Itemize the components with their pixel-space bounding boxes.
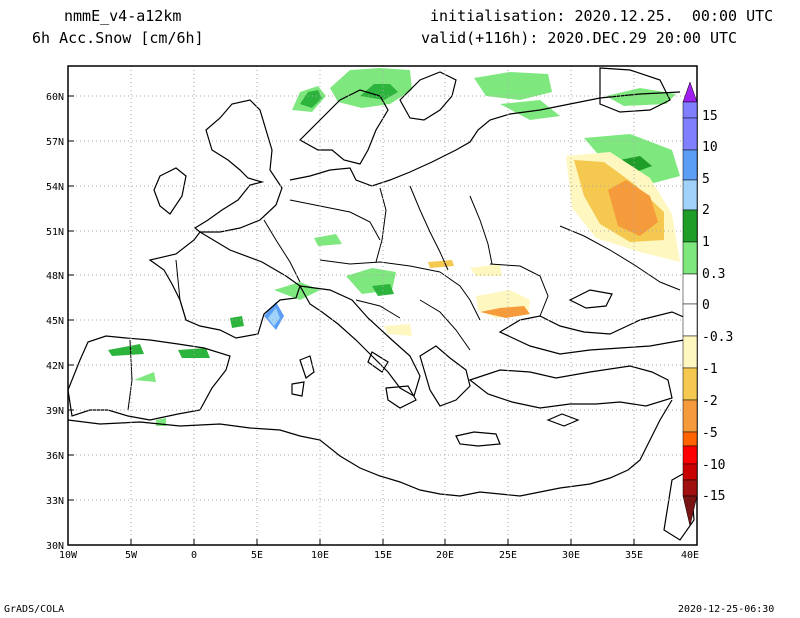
legend-swatch bbox=[682, 367, 698, 401]
snow-field-shading bbox=[108, 68, 680, 426]
legend-label: 15 bbox=[702, 109, 718, 124]
legend-label: 10 bbox=[702, 140, 718, 155]
legend-swatch bbox=[682, 149, 698, 181]
lat-label: 42N bbox=[46, 361, 64, 372]
legend-label: -5 bbox=[702, 426, 718, 441]
valid-time: valid(+116h): 2020.DEC.29 20:00 UTC bbox=[421, 29, 738, 47]
lon-label: 40E bbox=[681, 550, 699, 561]
axis-ticks bbox=[68, 95, 635, 545]
lat-label: 30N bbox=[46, 541, 64, 552]
legend-label: 2 bbox=[702, 203, 710, 218]
legend-swatch bbox=[682, 117, 698, 151]
lon-label: 20E bbox=[436, 550, 454, 561]
legend-labels: 15 10 5 2 1 0.3 0 -0.3 -1 -2 -5 -10 -15 bbox=[702, 109, 733, 504]
legend-label: -2 bbox=[702, 394, 718, 409]
lat-label: 54N bbox=[46, 182, 64, 193]
lon-label: 5E bbox=[251, 550, 263, 561]
legend-label: -0.3 bbox=[702, 330, 733, 345]
init-time: initialisation: 2020.12.25. 00:00 UTC bbox=[430, 7, 774, 25]
coastlines bbox=[67, 67, 695, 541]
lat-label: 45N bbox=[46, 316, 64, 327]
lat-label: 57N bbox=[46, 137, 64, 148]
legend-label: 0 bbox=[702, 298, 710, 313]
legend-swatch bbox=[682, 431, 698, 447]
footer-software: GrADS/COLA bbox=[4, 604, 65, 615]
gridlines bbox=[68, 66, 697, 545]
legend-swatch bbox=[682, 463, 698, 481]
legend-label: 5 bbox=[702, 172, 710, 187]
lat-label: 33N bbox=[46, 496, 64, 507]
legend-label: 0.3 bbox=[702, 267, 725, 282]
lon-label: 10E bbox=[311, 550, 329, 561]
lat-label: 48N bbox=[46, 271, 64, 282]
legend-swatch bbox=[682, 101, 698, 119]
legend-arrow-top bbox=[682, 81, 698, 103]
country-borders bbox=[127, 185, 681, 411]
lon-label: 0 bbox=[191, 550, 197, 561]
lat-label: 60N bbox=[46, 92, 64, 103]
legend-label: -15 bbox=[702, 489, 725, 504]
legend-label: -10 bbox=[702, 458, 725, 473]
lon-label: 35E bbox=[625, 550, 643, 561]
lon-label: 25E bbox=[499, 550, 517, 561]
legend-swatch bbox=[682, 479, 698, 497]
footer-timestamp: 2020-12-25-06:30 bbox=[678, 604, 775, 615]
legend-swatch bbox=[682, 335, 698, 369]
model-title: nmmE_v4-a12km bbox=[64, 7, 182, 25]
legend-swatch bbox=[682, 399, 698, 433]
legend-swatch bbox=[682, 241, 698, 275]
lon-label: 15E bbox=[374, 550, 392, 561]
longitude-labels: 10W 5W 0 5E 10E 15E 20E 25E 30E 35E 40E bbox=[59, 550, 699, 561]
lon-label: 30E bbox=[562, 550, 580, 561]
lat-label: 51N bbox=[46, 227, 64, 238]
latitude-labels: 60N 57N 54N 51N 48N 45N 42N 39N 36N 33N … bbox=[46, 92, 64, 552]
legend-arrow-bottom bbox=[682, 495, 698, 527]
variable-title: 6h Acc.Snow [cm/6h] bbox=[32, 29, 204, 47]
color-legend bbox=[682, 81, 698, 527]
lon-label: 10W bbox=[59, 550, 78, 561]
legend-swatch bbox=[682, 179, 698, 211]
legend-swatch bbox=[682, 273, 698, 305]
lat-label: 39N bbox=[46, 406, 64, 417]
legend-label: 1 bbox=[702, 235, 710, 250]
lon-label: 5W bbox=[125, 550, 138, 561]
legend-swatch bbox=[682, 209, 698, 243]
legend-swatch bbox=[682, 445, 698, 465]
legend-label: -1 bbox=[702, 362, 718, 377]
lat-label: 36N bbox=[46, 451, 64, 462]
legend-swatch bbox=[682, 303, 698, 337]
